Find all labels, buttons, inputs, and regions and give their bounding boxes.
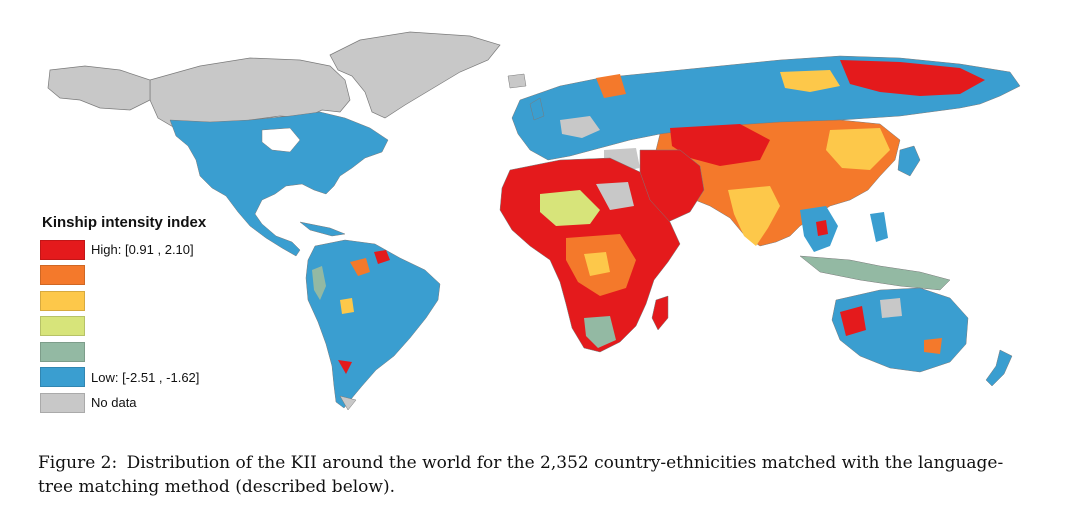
- region-madagascar: [651, 295, 669, 331]
- legend-swatch-3: [40, 290, 85, 311]
- legend-title: Kinship intensity index: [42, 214, 207, 231]
- legend-swatch-5: [40, 341, 85, 362]
- legend-row-no-data: No data: [40, 390, 270, 416]
- legend-row-5: [40, 339, 270, 365]
- region-europe-gray: [560, 116, 600, 138]
- region-sahara-yellow: [540, 190, 600, 226]
- figure-caption: Figure 2: Distribution of the KII around…: [38, 451, 1038, 499]
- region-south-america-yellow: [340, 298, 354, 314]
- region-tierra-del-fuego: [339, 395, 357, 411]
- region-siberia-red: [840, 60, 985, 96]
- legend-row-4: [40, 314, 270, 340]
- legend-row-low: Low: [-2.51 , -1.62]: [40, 365, 270, 391]
- legend-label-low: Low: [-2.51 , -1.62]: [91, 369, 200, 385]
- region-indonesia: [799, 255, 951, 291]
- legend-swatch-4: [40, 316, 85, 337]
- region-australia-orange: [924, 338, 942, 354]
- legend-label-no-data: No data: [91, 395, 137, 411]
- region-patagonia-red: [338, 360, 352, 374]
- region-hudson-bay: [261, 127, 301, 153]
- region-uk: [529, 97, 545, 121]
- legend-swatch-high: [40, 239, 85, 260]
- region-australia-red: [840, 306, 866, 336]
- region-iceland: [507, 73, 527, 89]
- region-north-america: [169, 111, 389, 257]
- region-central-africa-yellow: [584, 252, 610, 276]
- region-south-america: [305, 239, 441, 409]
- region-andes-sage: [312, 266, 326, 300]
- legend-row-2: [40, 263, 270, 289]
- map-legend: Kinship intensity index High: [0.91 , 2.…: [40, 214, 270, 416]
- region-australia-gray: [880, 298, 902, 318]
- region-siberia-yellow: [780, 70, 840, 92]
- region-philippines: [870, 212, 888, 242]
- legend-swatch-2: [40, 265, 85, 286]
- region-greenland: [329, 31, 501, 119]
- figure-label: Figure 2:: [38, 453, 118, 473]
- region-southern-africa-sage: [584, 316, 616, 348]
- region-scandinavia-orange: [596, 74, 626, 98]
- region-new-zealand: [985, 349, 1013, 387]
- legend-swatch-low: [40, 367, 85, 388]
- figure-caption-text: Distribution of the KII around the world…: [38, 453, 1004, 497]
- region-central-asia-red: [670, 124, 770, 166]
- region-amazon-orange: [350, 258, 370, 276]
- legend-row-high: High: [0.91 , 2.10]: [40, 237, 270, 263]
- legend-swatch-no-data: [40, 392, 85, 413]
- region-caribbean: [299, 221, 346, 237]
- legend-row-3: [40, 288, 270, 314]
- world-map: [47, 31, 1021, 411]
- region-japan: [897, 145, 921, 177]
- region-china-yellow: [826, 128, 890, 170]
- region-se-asia-red: [816, 220, 828, 236]
- region-sahara-gray: [596, 182, 634, 210]
- region-alaska: [47, 65, 151, 111]
- region-amazon-red: [374, 250, 390, 264]
- region-india: [728, 186, 780, 246]
- legend-label-high: High: [0.91 , 2.10]: [91, 242, 194, 258]
